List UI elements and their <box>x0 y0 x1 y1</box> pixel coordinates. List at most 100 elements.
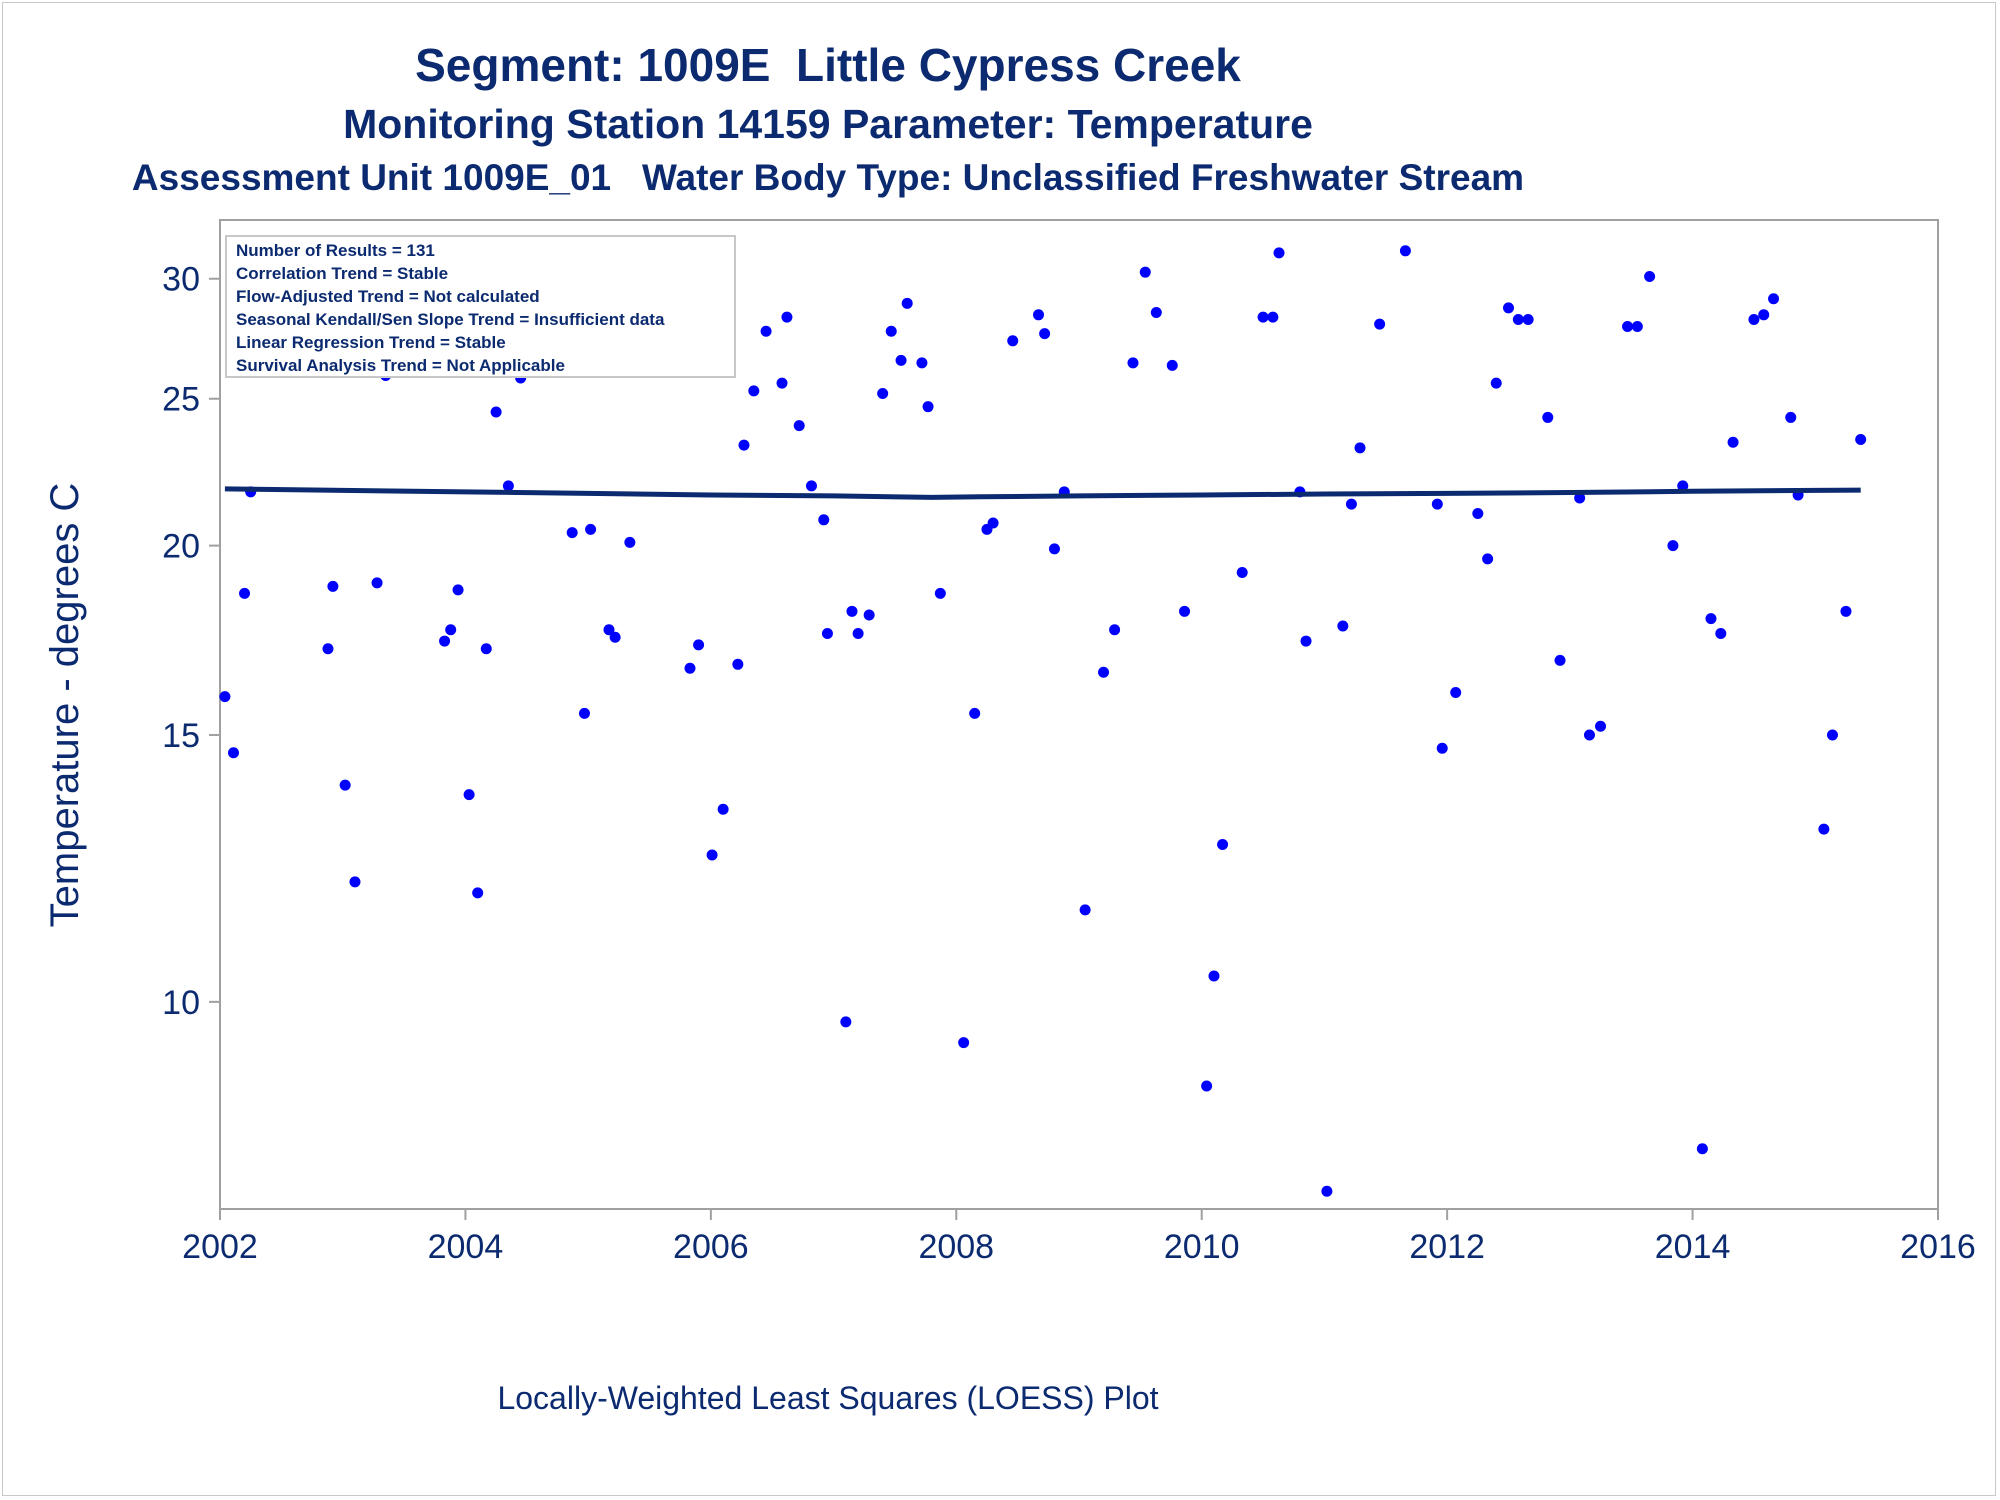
y-tick-label: 25 <box>162 381 200 419</box>
data-point <box>463 789 475 801</box>
data-point <box>877 387 889 399</box>
data-point <box>1236 566 1248 578</box>
data-point <box>1512 313 1524 325</box>
data-points <box>219 245 1867 1197</box>
annotation-lines: Number of Results = 131 Correlation Trend… <box>236 241 665 375</box>
annotation-line: Seasonal Kendall/Sen Slope Trend = Insuf… <box>236 310 665 329</box>
annotation-line: Number of Results = 131 <box>236 241 435 260</box>
data-point <box>934 587 946 599</box>
annotation-line: Survival Analysis Trend = Not Applicable <box>236 356 565 375</box>
annotation-line: Linear Regression Trend = Stable <box>236 333 506 352</box>
data-point <box>1345 498 1357 510</box>
data-point <box>840 1016 852 1028</box>
data-point <box>1048 543 1060 555</box>
data-point <box>1267 311 1279 323</box>
data-point <box>916 357 928 369</box>
data-point <box>1503 302 1514 314</box>
data-point <box>1431 498 1443 510</box>
data-point <box>1007 335 1019 347</box>
data-point <box>1374 318 1386 330</box>
data-point <box>1667 540 1679 552</box>
data-point <box>922 401 934 413</box>
y-axis-label: Temperature - degrees C <box>43 483 87 928</box>
data-point <box>1583 729 1595 741</box>
chart-title: Segment: 1009E Little Cypress Creek <box>415 39 1241 91</box>
data-point <box>1257 311 1269 323</box>
chart-subtitle: Monitoring Station 14159 Parameter: Temp… <box>343 101 1313 147</box>
annotation-line: Flow-Adjusted Trend = Not calculated <box>236 287 540 306</box>
data-point <box>987 517 999 529</box>
y-tick-label: 30 <box>162 261 200 299</box>
data-point <box>1109 624 1121 636</box>
data-point <box>895 354 907 366</box>
data-point <box>585 523 597 535</box>
data-point <box>1450 686 1462 698</box>
data-point <box>371 577 383 589</box>
data-point <box>1554 654 1566 666</box>
data-point <box>219 691 231 703</box>
data-point <box>760 325 772 337</box>
data-point <box>439 635 451 647</box>
annotation-line: Correlation Trend = Stable <box>236 264 448 283</box>
annotation-box <box>225 235 736 378</box>
data-point <box>566 527 578 539</box>
data-point <box>776 377 788 389</box>
data-point <box>1785 411 1797 423</box>
data-point <box>885 325 897 337</box>
x-tick-label: 2008 <box>918 1228 994 1266</box>
loess-line <box>224 486 1861 500</box>
data-point <box>452 584 464 596</box>
x-tick-label: 2012 <box>1409 1228 1485 1266</box>
data-point <box>1354 442 1366 454</box>
data-point <box>1715 628 1727 640</box>
data-point <box>781 311 793 323</box>
data-point <box>1644 271 1656 283</box>
data-point <box>349 876 361 888</box>
data-point <box>480 643 492 655</box>
data-point <box>1768 293 1780 305</box>
data-point <box>738 439 750 451</box>
data-point <box>490 406 502 418</box>
data-point <box>805 480 817 492</box>
data-point <box>603 624 615 636</box>
data-point <box>1217 839 1229 851</box>
data-point <box>1098 666 1110 678</box>
data-point <box>1208 970 1220 982</box>
data-point <box>1855 433 1867 445</box>
data-point <box>717 803 729 815</box>
data-point <box>969 707 981 719</box>
data-point <box>1748 313 1760 325</box>
data-point <box>578 707 590 719</box>
data-point <box>322 643 334 655</box>
data-point <box>706 849 718 861</box>
y-tick-label: 20 <box>162 528 200 566</box>
data-point <box>1079 904 1091 916</box>
data-point <box>1826 729 1838 741</box>
data-point <box>327 580 339 592</box>
data-point <box>1139 266 1151 278</box>
data-point <box>1574 492 1586 504</box>
data-point <box>732 658 744 670</box>
data-point <box>1166 359 1178 371</box>
data-point <box>1758 309 1770 321</box>
x-tick-label: 2010 <box>1164 1228 1240 1266</box>
data-point <box>693 639 705 651</box>
chart-subtitle-2: Assessment Unit 1009E_01 Water Body Type… <box>131 157 1525 198</box>
data-point <box>1840 605 1852 617</box>
data-point <box>1399 245 1411 257</box>
plot-area <box>219 219 1939 1210</box>
data-point <box>1727 436 1739 448</box>
y-tick-label: 10 <box>162 984 200 1022</box>
data-point <box>1818 823 1830 835</box>
data-point <box>502 480 514 492</box>
data-point <box>1490 377 1502 389</box>
data-point <box>901 297 913 309</box>
y-axis: 10 15 20 25 30 <box>162 261 220 1022</box>
data-point <box>1705 613 1717 625</box>
data-point <box>748 385 760 397</box>
x-tick-label: 2016 <box>1900 1228 1976 1266</box>
x-tick-label: 2014 <box>1655 1228 1731 1266</box>
data-point <box>1472 508 1484 520</box>
